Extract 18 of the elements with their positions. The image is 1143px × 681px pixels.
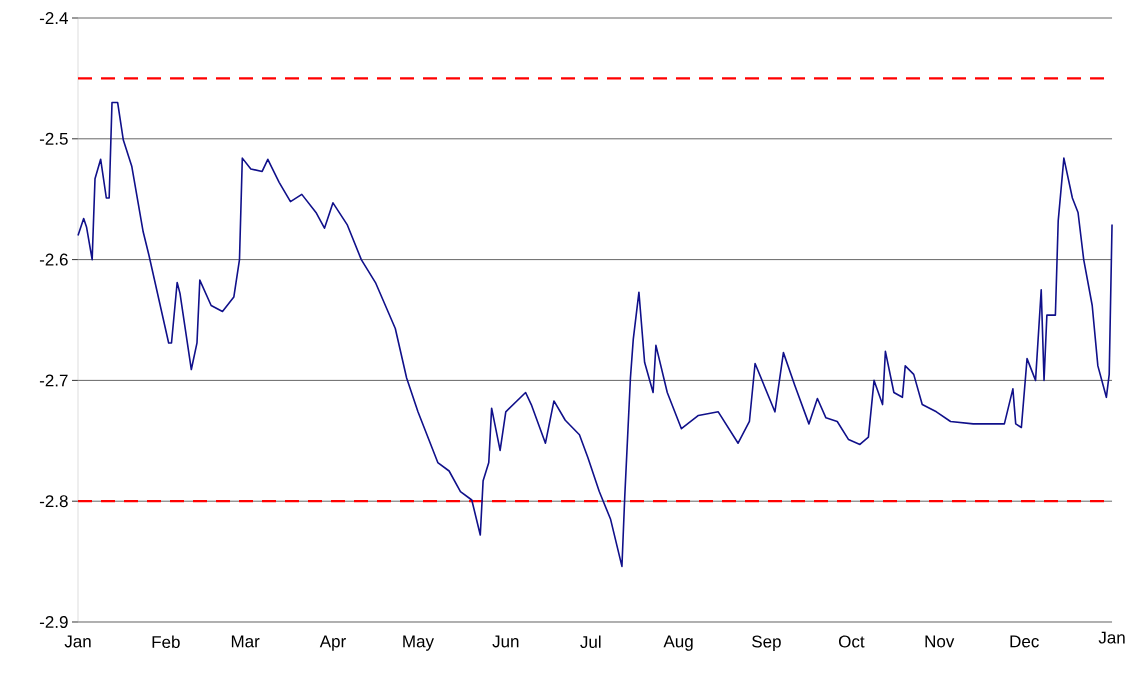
x-tick-label: Oct (838, 635, 865, 648)
x-tick-label: Feb (152, 635, 180, 649)
x-tick-label: Jan (64, 635, 91, 648)
y-tick-label: -2.5 (39, 132, 68, 145)
y-tick-label: -2.4 (39, 12, 68, 24)
x-tick-label: Nov (925, 635, 955, 648)
y-tick-label: -2.8 (39, 495, 68, 508)
y-tick-label: -2.9 (39, 615, 68, 629)
x-tick-label: Jul (580, 635, 601, 649)
x-tick-label: Aug (663, 635, 693, 651)
x-tick-label: Apr (319, 635, 346, 651)
x-tick-label: Sep (752, 635, 781, 651)
x-tick-label: May (403, 635, 434, 651)
x-tick-label: Jun (492, 635, 519, 648)
y-tick-label: -2.7 (39, 374, 68, 387)
x-tick-label: Dec (1010, 635, 1039, 648)
x-tick-label: Mar (231, 635, 260, 648)
y-tick-label: -2.6 (39, 253, 68, 266)
